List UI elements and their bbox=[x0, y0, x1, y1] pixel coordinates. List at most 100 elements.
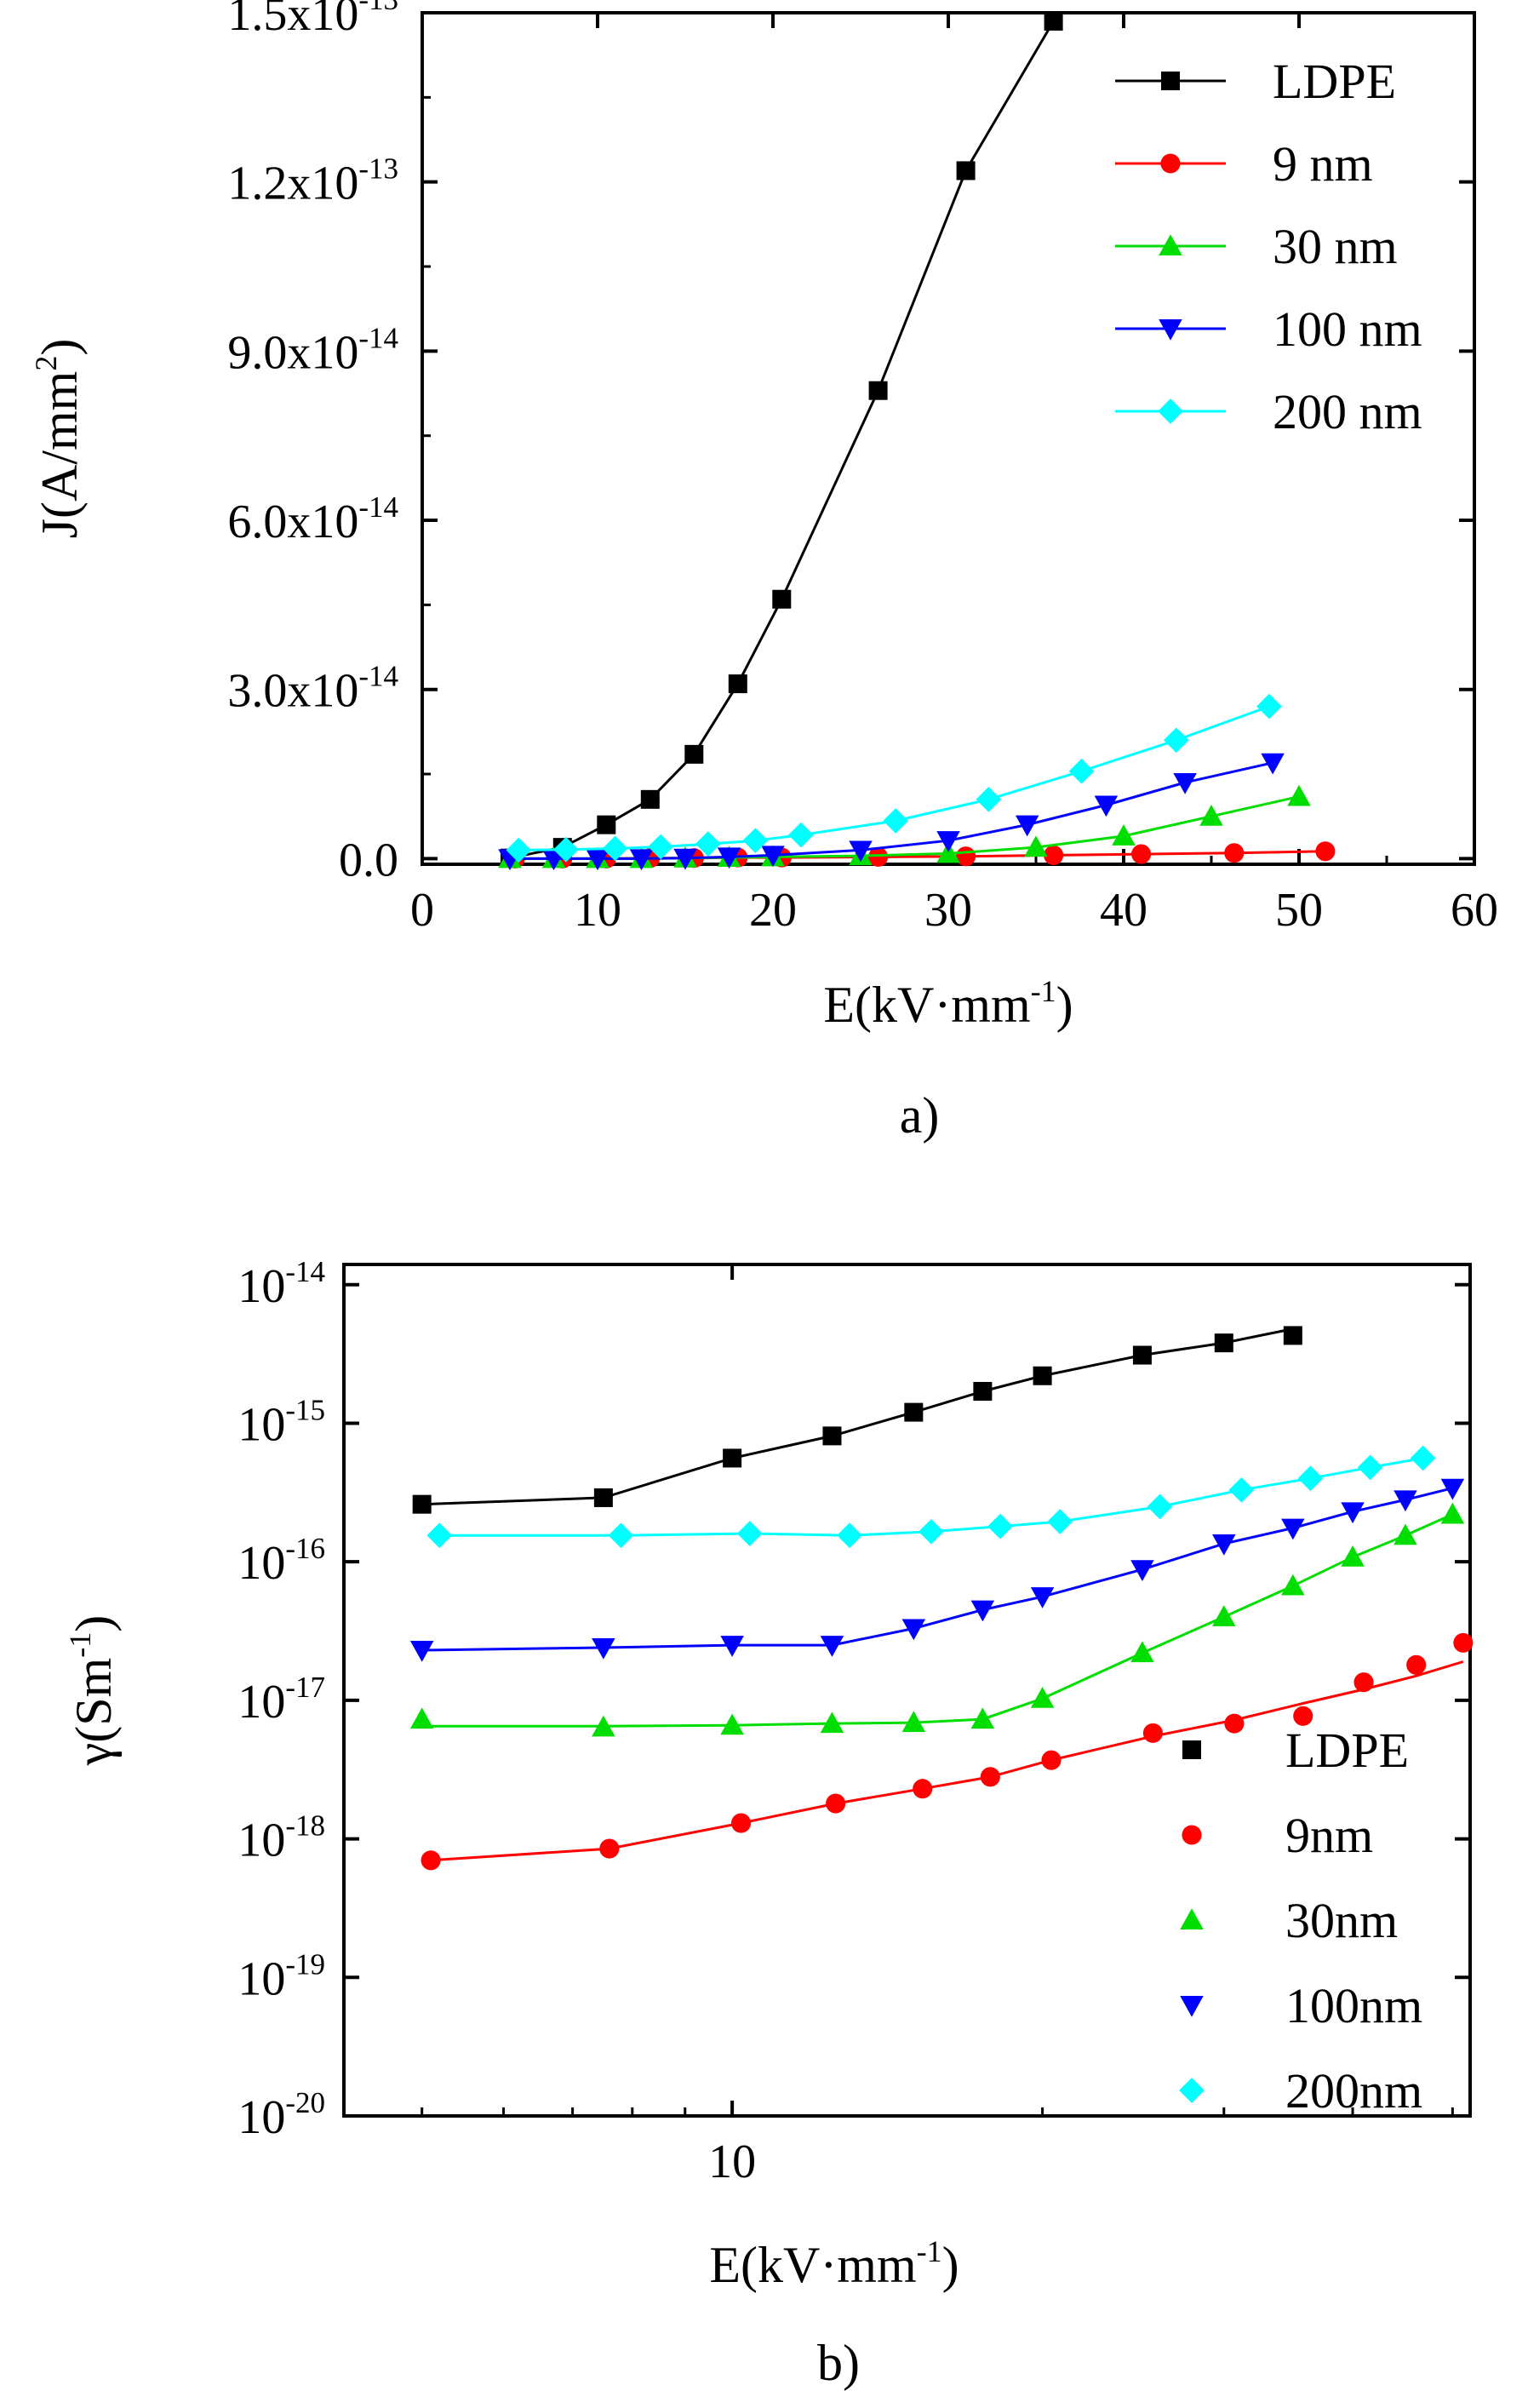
data-point bbox=[1199, 804, 1223, 826]
x-axis-title-a: E(kV·mm-1) bbox=[823, 974, 1073, 1033]
data-point bbox=[1293, 1706, 1313, 1726]
data-point bbox=[1130, 1641, 1154, 1663]
data-point bbox=[820, 1711, 844, 1734]
data-point bbox=[1228, 1476, 1255, 1503]
data-point bbox=[409, 1641, 434, 1662]
legend-marker bbox=[1180, 1996, 1204, 2017]
data-point bbox=[1394, 1490, 1417, 1512]
fit-line-3 bbox=[421, 1487, 1453, 1652]
data-point bbox=[1341, 1545, 1365, 1567]
data-point bbox=[1112, 824, 1136, 846]
data-point bbox=[730, 1813, 752, 1833]
data-point bbox=[421, 1850, 441, 1871]
fit-line-0 bbox=[421, 1327, 1294, 1506]
legend-label: 30nm bbox=[1285, 1893, 1398, 1948]
y-tick-label-a: 0.0 bbox=[339, 834, 398, 886]
y-tick-label-a: 1.2x10-13 bbox=[227, 152, 398, 210]
data-point bbox=[936, 831, 960, 852]
data-point bbox=[1394, 1523, 1417, 1545]
legend-label: 30 nm bbox=[1273, 219, 1398, 274]
data-point bbox=[936, 841, 960, 863]
data-point bbox=[1406, 1654, 1427, 1675]
data-point bbox=[820, 1636, 844, 1657]
legend-marker bbox=[1159, 319, 1182, 341]
y-tick-label-a: 3.0x10-14 bbox=[227, 660, 398, 718]
legend-marker bbox=[1180, 1908, 1204, 1929]
axes-a: 0 10 20 30 40 50 60 0.0 3.0x10-14 6.0x10-14 9.0x10… bbox=[227, 0, 1498, 937]
legend-label: 100 nm bbox=[1273, 301, 1422, 357]
data-point bbox=[723, 1448, 742, 1468]
legend-marker bbox=[1179, 2078, 1205, 2103]
data-point bbox=[1044, 845, 1064, 865]
data-point bbox=[640, 789, 660, 809]
y-tick-label-a: 6.0x10-14 bbox=[227, 490, 398, 548]
legend-b: LDPE 9nm 30nm 100nm 200nm bbox=[1179, 1723, 1422, 2118]
data-point bbox=[1147, 1494, 1173, 1520]
data-point bbox=[684, 744, 704, 764]
data-point bbox=[1261, 753, 1285, 775]
data-point bbox=[1068, 758, 1095, 784]
data-point bbox=[597, 815, 616, 834]
legend-a: LDPE 9 nm 30 nm 100 nm 200 nm bbox=[1115, 54, 1422, 439]
data-point bbox=[1281, 1518, 1305, 1540]
legend-label: LDPE bbox=[1285, 1723, 1409, 1778]
data-point bbox=[980, 1767, 1000, 1787]
data-point bbox=[956, 161, 976, 181]
y-tick-label-a: 1.5x10-13 bbox=[227, 0, 398, 41]
data-point bbox=[822, 1426, 842, 1446]
data-point bbox=[1353, 1672, 1374, 1693]
data-point bbox=[956, 846, 976, 867]
plot-frame-b bbox=[342, 1263, 1472, 2118]
panel-label-a: a) bbox=[900, 1087, 940, 1144]
data-point bbox=[1315, 841, 1336, 862]
data-point bbox=[1131, 844, 1152, 864]
data-point bbox=[412, 1494, 432, 1514]
data-point bbox=[837, 1522, 862, 1549]
data-point bbox=[1024, 835, 1048, 857]
y-tick-label-b: 10-16 bbox=[237, 1532, 325, 1590]
data-point bbox=[592, 1715, 615, 1737]
series-line-2 bbox=[510, 795, 1300, 860]
x-tick-label-a: 10 bbox=[574, 884, 621, 937]
data-point bbox=[788, 822, 814, 848]
data-point bbox=[772, 589, 792, 609]
data-point bbox=[1142, 1723, 1163, 1743]
legend-label: 9 nm bbox=[1273, 136, 1373, 192]
data-point bbox=[1341, 1502, 1365, 1524]
data-point bbox=[1030, 1687, 1055, 1708]
data-point bbox=[742, 828, 769, 854]
y-tick-label-b: 10-20 bbox=[237, 2086, 325, 2144]
x-tick-label-a: 30 bbox=[924, 884, 972, 937]
data-point bbox=[1224, 843, 1245, 863]
data-point bbox=[987, 1513, 1013, 1539]
data-point bbox=[586, 849, 609, 871]
data-point bbox=[1047, 1509, 1073, 1534]
data-point bbox=[1224, 1713, 1245, 1734]
x-tick-label-a: 40 bbox=[1100, 884, 1147, 937]
data-point bbox=[1297, 1465, 1324, 1492]
x-tick-label-b: 10 bbox=[708, 2136, 756, 2188]
data-point bbox=[868, 381, 888, 400]
axes-b: 10-20 10-19 10-18 10-17 10-16 10-15 10-14 10 bbox=[237, 1255, 1470, 2188]
x-tick-label-a: 20 bbox=[749, 884, 797, 937]
data-point bbox=[409, 1707, 434, 1729]
x-tick-label-a: 0 bbox=[410, 884, 434, 937]
data-point bbox=[1410, 1445, 1436, 1471]
data-point bbox=[717, 847, 741, 869]
data-point bbox=[593, 1488, 613, 1507]
y-tick-label-b: 10-14 bbox=[237, 1255, 325, 1313]
data-point bbox=[648, 834, 674, 860]
data-point bbox=[1357, 1454, 1383, 1481]
data-point bbox=[868, 846, 889, 867]
data-point bbox=[1287, 784, 1311, 806]
data-point bbox=[673, 848, 697, 870]
data-point bbox=[901, 1711, 926, 1733]
x-axis-title-b: E(kV·mm-1) bbox=[709, 2234, 959, 2293]
data-point bbox=[849, 840, 873, 863]
data-point bbox=[629, 849, 654, 871]
data-point bbox=[883, 808, 909, 834]
y-tick-label-b: 10-17 bbox=[237, 1671, 325, 1729]
data-point bbox=[720, 1713, 744, 1735]
data-point bbox=[1453, 1632, 1474, 1653]
